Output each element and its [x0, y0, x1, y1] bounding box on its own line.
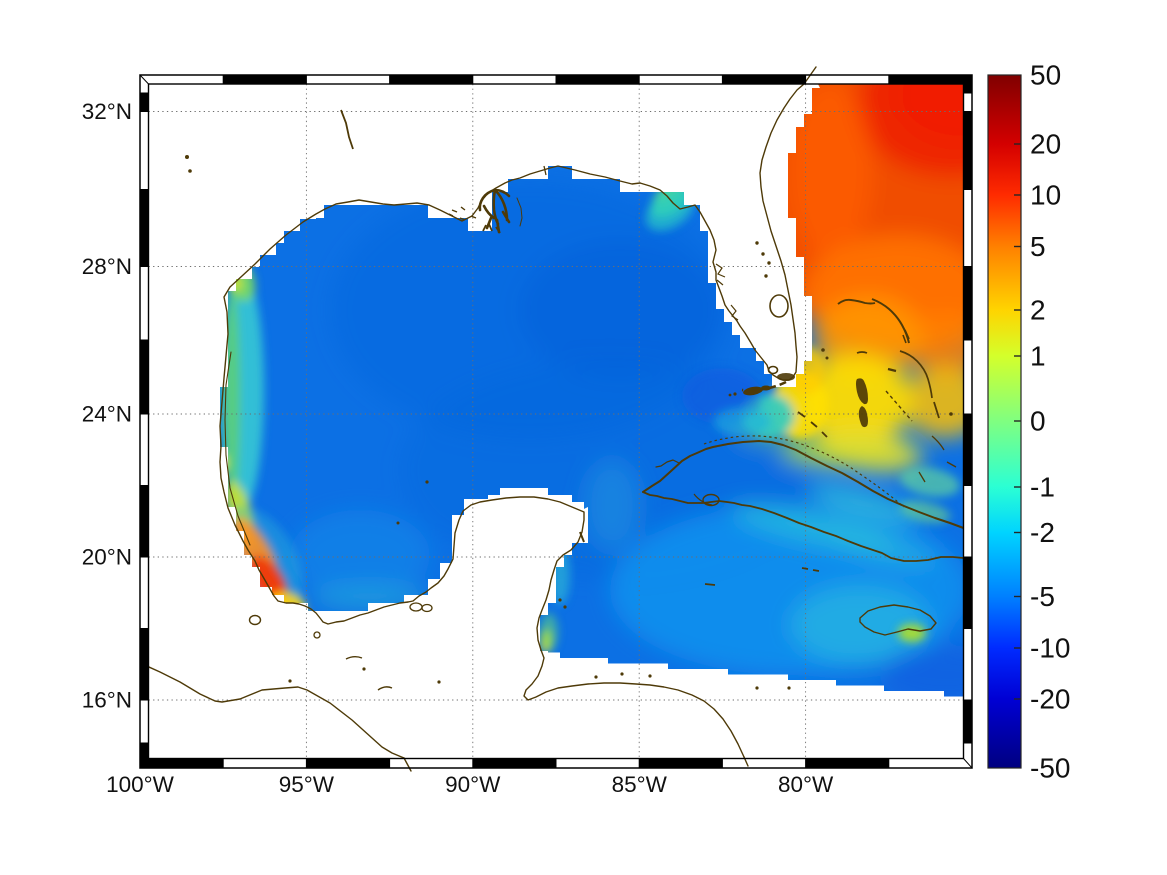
svg-text:32°N: 32°N: [82, 99, 132, 124]
svg-text:-20: -20: [1030, 684, 1070, 715]
svg-text:-1: -1: [1030, 472, 1055, 503]
svg-text:28°N: 28°N: [82, 254, 132, 279]
svg-text:16°N: 16°N: [82, 688, 132, 713]
svg-text:20°N: 20°N: [82, 545, 132, 570]
svg-text:10: 10: [1030, 180, 1061, 211]
svg-text:2: 2: [1030, 295, 1046, 326]
svg-text:-50: -50: [1030, 753, 1070, 784]
svg-text:50: 50: [1030, 60, 1061, 91]
svg-text:-2: -2: [1030, 517, 1055, 548]
svg-text:1: 1: [1030, 341, 1046, 372]
svg-text:-5: -5: [1030, 581, 1055, 612]
svg-text:0: 0: [1030, 406, 1046, 437]
svg-text:24°N: 24°N: [82, 402, 132, 427]
svg-text:80°W: 80°W: [778, 772, 834, 797]
svg-text:100°W: 100°W: [106, 772, 175, 797]
svg-text:95°W: 95°W: [279, 772, 335, 797]
svg-text:5: 5: [1030, 231, 1046, 262]
svg-text:90°W: 90°W: [445, 772, 501, 797]
svg-text:-10: -10: [1030, 633, 1070, 664]
svg-text:85°W: 85°W: [612, 772, 668, 797]
svg-text:20: 20: [1030, 129, 1061, 160]
